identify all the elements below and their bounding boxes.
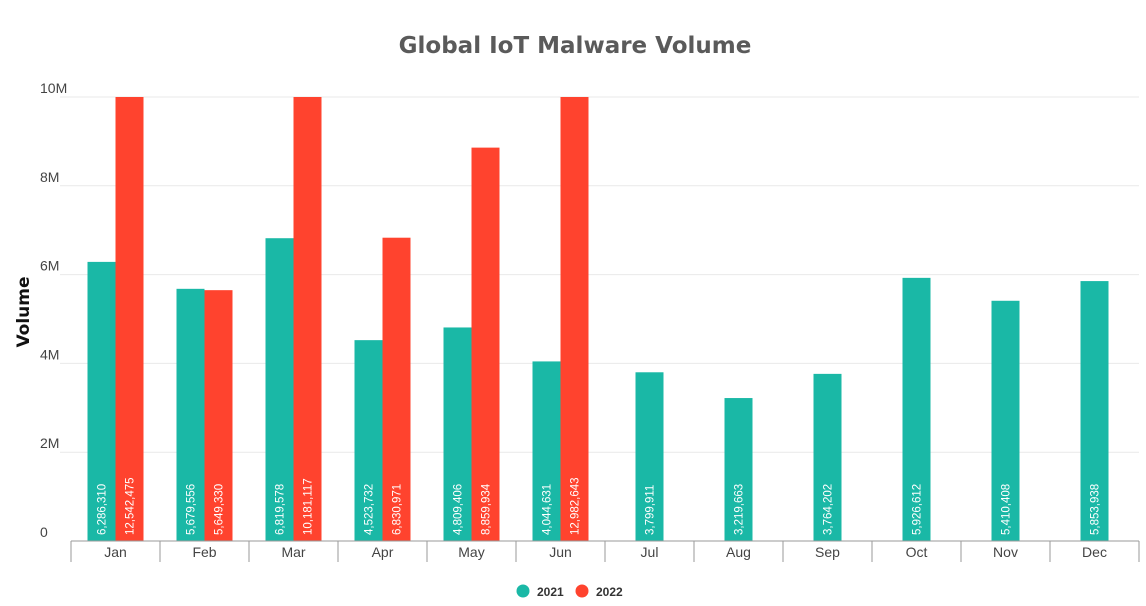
legend-swatch-2022	[575, 584, 589, 598]
bar-2022-feb	[204, 290, 233, 541]
bar-2022-jan	[115, 97, 144, 541]
x-tick-label: Sep	[815, 544, 840, 560]
legend-label: 2022	[596, 585, 623, 599]
bar-2022-jun	[560, 97, 589, 541]
data-label: 4,044,631	[542, 484, 554, 535]
gridlines	[60, 96, 1139, 453]
y-tick-label: 2M	[40, 435, 59, 451]
y-tick-label: 10M	[40, 80, 67, 96]
bar-2021-nov	[991, 300, 1020, 541]
data-label: 3,764,202	[823, 484, 835, 535]
bar-2021-sep	[813, 373, 842, 541]
bar-2021-may	[443, 327, 472, 541]
bar-2021-mar	[265, 238, 294, 541]
data-label: 12,542,475	[125, 477, 137, 535]
data-label: 5,649,330	[214, 484, 226, 535]
y-axis-ticks: 0 2M 4M 6M 8M 10M	[40, 80, 67, 540]
x-tick-label: Apr	[372, 544, 394, 560]
bar-2021-apr	[354, 340, 383, 541]
data-label: 10,181,117	[303, 478, 315, 535]
bar-2021-dec	[1080, 281, 1109, 541]
data-label: 5,853,938	[1090, 484, 1102, 535]
x-tick-label: May	[458, 544, 484, 560]
data-label: 3,219,663	[734, 484, 746, 535]
bar-2021-jul	[635, 372, 664, 541]
data-label: 4,523,732	[364, 484, 376, 535]
data-label: 8,859,934	[481, 483, 493, 535]
bar-2022-may	[471, 147, 500, 541]
x-axis: Jan Feb Mar Apr May Jun Jul Aug Sep Oct Nov Dec	[70, 540, 1140, 562]
x-tick-label: Jul	[641, 544, 659, 560]
bar-2021-oct	[902, 277, 931, 541]
data-label: 6,830,971	[392, 484, 404, 535]
data-label: 6,286,310	[97, 484, 109, 535]
x-tick-label: Mar	[281, 544, 305, 560]
y-tick-label: 6M	[40, 258, 59, 274]
data-label: 3,799,911	[645, 485, 657, 535]
legend-swatch-2021	[516, 584, 530, 598]
bar-2021-jan	[87, 261, 116, 541]
y-axis-label: Volume	[14, 276, 34, 347]
bar-2021-feb	[176, 288, 205, 541]
data-label: 12,982,643	[570, 477, 582, 535]
bar-2022-apr	[382, 237, 411, 541]
data-label: 5,926,612	[912, 484, 924, 535]
data-label: 5,410,408	[1001, 484, 1013, 535]
x-tick-label: Feb	[192, 544, 216, 560]
chart-title: Global IoT Malware Volume	[399, 33, 752, 59]
legend: 2021 2022	[516, 584, 623, 599]
legend-label: 2021	[537, 585, 564, 599]
x-tick-label: Jun	[549, 544, 572, 560]
bar-2021-jun	[532, 361, 561, 541]
y-tick-label: 8M	[40, 169, 59, 185]
x-tick-label: Aug	[726, 544, 751, 560]
bar-2021-aug	[724, 398, 753, 541]
x-tick-label: Jan	[104, 544, 127, 560]
data-label: 5,679,556	[186, 484, 198, 535]
y-tick-label: 0	[40, 524, 48, 540]
x-tick-label: Dec	[1082, 544, 1107, 560]
x-tick-label: Nov	[993, 544, 1018, 560]
data-label: 4,809,406	[453, 484, 465, 535]
data-label: 6,819,578	[275, 484, 287, 535]
x-tick-label: Oct	[906, 544, 928, 560]
bar-2022-mar	[293, 97, 322, 541]
bars: 6,286,310 12,542,475 5,679,556 5,649,330 6,8…	[87, 97, 1109, 541]
y-tick-label: 4M	[40, 346, 59, 362]
